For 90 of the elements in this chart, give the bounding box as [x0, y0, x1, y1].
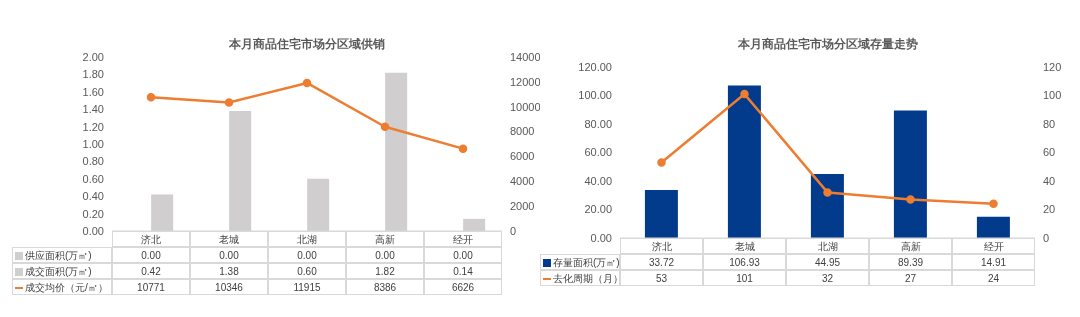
y-tick-label: 80.00	[584, 117, 612, 130]
data-label: 0.00	[424, 247, 502, 263]
data-label: 10771	[112, 279, 190, 295]
y2-tick-label: 60	[1043, 146, 1056, 159]
point	[458, 144, 468, 153]
x-tick-label: 经开	[424, 231, 502, 247]
x-tick-label: 北湖	[268, 231, 346, 247]
bar	[893, 110, 927, 238]
bar	[810, 173, 844, 238]
y2-tick-label: 10000	[510, 100, 541, 113]
data-label: 0.14	[424, 263, 502, 279]
x-tick-label: 高新	[346, 231, 424, 247]
point	[989, 199, 998, 209]
x-tick-label: 高新	[869, 238, 952, 254]
data-label: 24	[952, 270, 1035, 286]
x-tick-label: 老城	[190, 231, 268, 247]
point	[657, 158, 666, 167]
chart-title: 本月商品住宅市场分区域存量走势	[736, 37, 919, 52]
point	[224, 98, 234, 107]
y-tick-label: 0.00	[82, 224, 104, 237]
legend-label: 成交均价（元/㎡）	[25, 282, 108, 293]
y-tick-label: 20.00	[584, 203, 612, 216]
y-tick-label: 60.00	[584, 146, 612, 159]
legend-label: 供应面积(万㎡)	[25, 250, 92, 261]
data-label: 0.00	[190, 247, 268, 263]
bar	[727, 85, 761, 238]
y2-tick-label: 0	[510, 224, 517, 237]
y-tick-label: 2.00	[82, 50, 104, 63]
y2-tick-label: 2000	[510, 200, 535, 213]
data-label: 6626	[424, 279, 502, 295]
legend-label: 成交面积(万㎡)	[25, 266, 92, 277]
y-tick-label: 1.40	[82, 103, 104, 116]
data-label: 10346	[190, 279, 268, 295]
data-label: 11915	[268, 279, 346, 295]
chart-title: 本月商品住宅市场分区域供销	[228, 37, 386, 52]
point	[146, 92, 156, 102]
data-label: 0.42	[112, 263, 190, 279]
y-tick-label: 0.60	[82, 172, 104, 185]
y-tick-label: 0.00	[590, 231, 612, 244]
data-label: 8386	[346, 279, 424, 295]
point	[740, 89, 749, 99]
data-label: 27	[869, 270, 952, 286]
y2-tick-label: 80	[1043, 117, 1056, 130]
data-label: 1.38	[190, 263, 268, 279]
x-tick-label: 老城	[703, 238, 786, 254]
data-label: 89.39	[869, 254, 952, 270]
y-tick-label: 120.00	[578, 60, 612, 73]
y2-tick-label: 4000	[510, 175, 535, 188]
data-label: 101	[703, 270, 786, 286]
data-label: 0.00	[346, 247, 424, 263]
y-tick-label: 100.00	[578, 89, 612, 102]
y-tick-label: 0.20	[82, 207, 104, 220]
point	[380, 122, 390, 132]
y2-tick-label: 0	[1043, 231, 1050, 244]
point	[302, 78, 312, 88]
y2-tick-label: 120	[1043, 60, 1062, 73]
data-label: 53	[655, 273, 668, 284]
y-tick-label: 0.40	[82, 190, 104, 203]
point	[906, 195, 915, 204]
data-label: 0.60	[268, 263, 346, 279]
x-tick-label: 北湖	[786, 238, 869, 254]
y-tick-label: 1.00	[82, 137, 104, 150]
legend-label: 存量面积(万㎡)	[553, 257, 620, 268]
y2-tick-label: 6000	[510, 150, 535, 163]
x-tick-label: 经开	[952, 238, 1035, 254]
y-tick-label: 40.00	[584, 174, 612, 187]
y-tick-label: 0.80	[82, 155, 104, 168]
y2-tick-label: 100	[1043, 89, 1062, 102]
data-label: 33.72	[620, 254, 703, 270]
y-tick-label: 1.20	[82, 120, 104, 133]
data-label: 1.82	[346, 263, 424, 279]
x-tick-label: 济北	[112, 231, 190, 247]
data-label: 44.95	[786, 254, 869, 270]
y2-tick-label: 14000	[510, 50, 541, 63]
data-label: 32	[786, 270, 869, 286]
y2-tick-label: 12000	[510, 75, 541, 88]
legend-label: 去化周期（月）	[553, 273, 623, 284]
data-label: 106.93	[703, 254, 786, 270]
y2-tick-label: 20	[1043, 203, 1056, 216]
point	[823, 188, 832, 197]
bar	[644, 189, 678, 238]
y2-tick-label: 40	[1043, 174, 1056, 187]
y-tick-label: 1.80	[82, 68, 104, 81]
y2-tick-label: 8000	[510, 125, 535, 138]
data-label: 0.00	[112, 247, 190, 263]
data-label: 14.91	[952, 254, 1035, 270]
data-label: 0.00	[268, 247, 346, 263]
y-tick-label: 1.60	[82, 85, 104, 98]
bar	[976, 216, 1010, 238]
x-tick-label: 济北	[620, 238, 703, 254]
